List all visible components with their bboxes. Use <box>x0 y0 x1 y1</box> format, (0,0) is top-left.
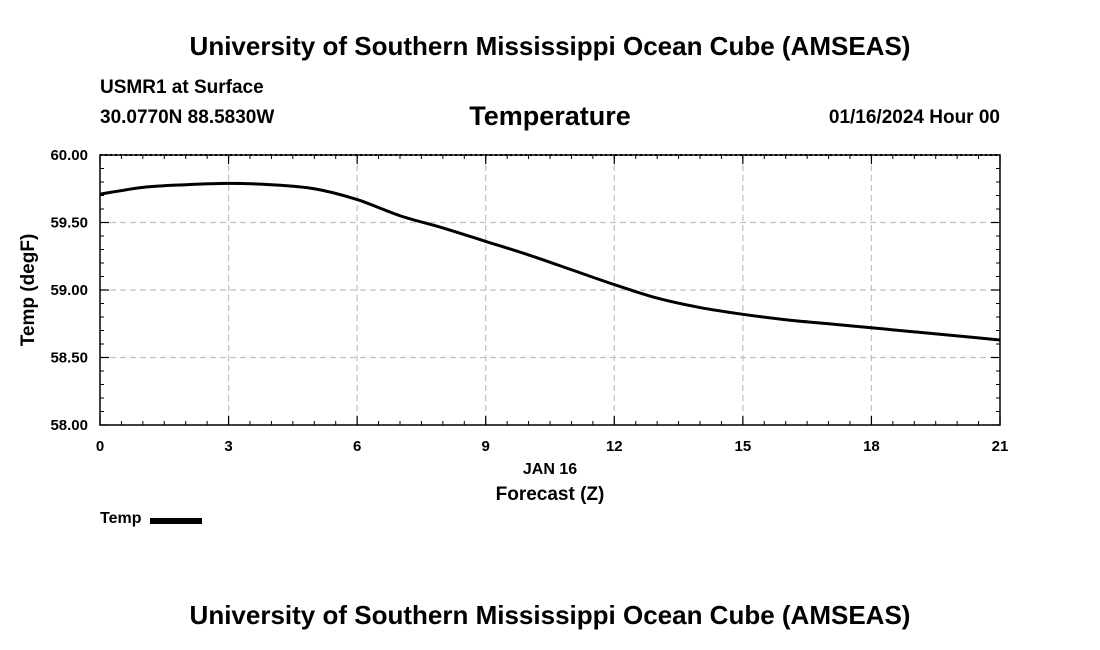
series-line-temp <box>99 181 1001 342</box>
plot-frame <box>99 154 1001 426</box>
main-title: University of Southern Mississippi Ocean… <box>189 31 911 61</box>
x-tick-label: 0 <box>96 438 104 455</box>
x-tick-labels: 0 3 6 9 12 15 18 21 <box>96 438 1009 455</box>
legend-label: Temp <box>100 510 142 527</box>
variable-title-text: Temperature <box>469 101 631 131</box>
y-tick-label: 59.50 <box>50 215 88 232</box>
station-label: USMR1 at Surface <box>100 77 264 98</box>
x-tick-label: 9 <box>482 438 490 455</box>
x-tick-label: 12 <box>606 438 623 455</box>
y-tick-label: 58.50 <box>50 350 88 367</box>
variable-title: Temperature <box>0 101 1100 132</box>
y-tick-label: 58.00 <box>50 417 88 434</box>
y-tick-labels: 58.00 58.50 59.00 59.50 60.00 <box>50 147 88 434</box>
x-axis-date: JAN 16 <box>523 461 577 478</box>
legend: Temp <box>100 510 203 528</box>
grid <box>100 155 1000 425</box>
datetime-label: 01/16/2024 Hour 00 <box>828 107 1000 128</box>
x-tick-label: 6 <box>353 438 361 455</box>
x-tick-label: 21 <box>992 438 1009 455</box>
legend-swatch <box>150 517 203 524</box>
x-tick-label: 3 <box>224 438 232 455</box>
y-tick-label: 60.00 <box>50 147 88 164</box>
y-axis-title: Temp (degF) <box>18 234 39 347</box>
x-tick-label: 15 <box>735 438 752 455</box>
coordinates-label: 30.0770N 88.5830W <box>100 107 275 128</box>
footer-title: University of Southern Mississippi Ocean… <box>189 600 911 630</box>
x-axis-title: Forecast (Z) <box>496 484 605 505</box>
x-tick-label: 18 <box>863 438 880 455</box>
y-tick-label: 59.00 <box>50 282 88 299</box>
